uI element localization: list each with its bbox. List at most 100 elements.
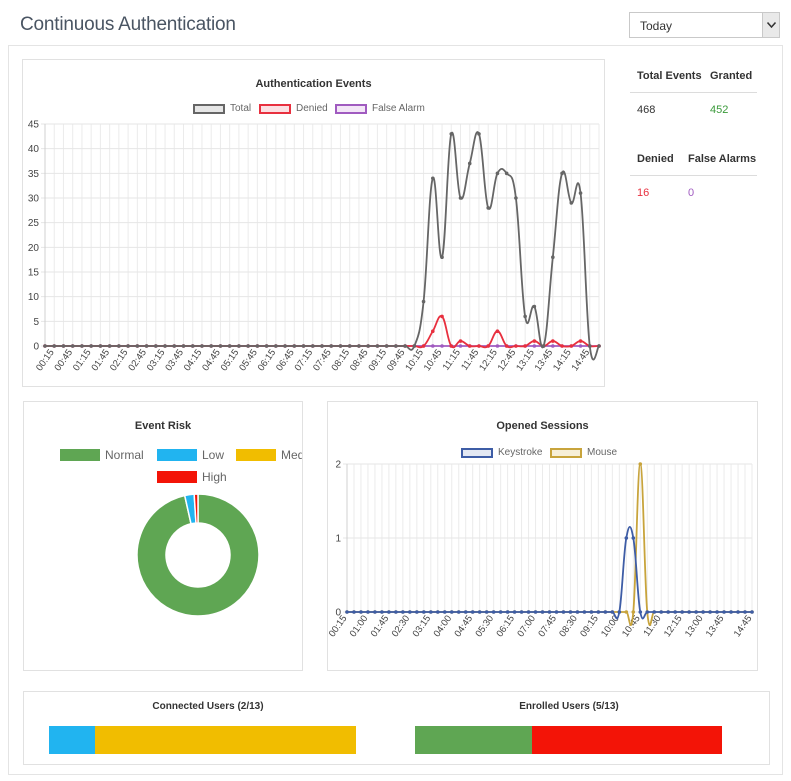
legend-high[interactable]: High	[157, 470, 227, 484]
legend-normal-label: Normal	[105, 448, 144, 462]
legend-total[interactable]: Total	[193, 103, 251, 114]
data-point	[715, 610, 719, 614]
data-point	[638, 610, 643, 614]
donut-slice-high	[193, 493, 199, 524]
data-point	[540, 610, 545, 614]
event-risk-title: Event Risk	[134, 420, 192, 432]
data-point	[227, 344, 232, 348]
data-point	[449, 610, 454, 614]
data-point	[666, 610, 671, 614]
data-point	[255, 344, 260, 348]
users-card: Connected Users (2/13) Enrolled Users (5…	[23, 691, 770, 765]
data-point	[431, 344, 435, 348]
y-tick-label: 0	[335, 608, 341, 619]
data-point	[486, 344, 491, 348]
sessions-x-tick-label: 02:30	[390, 613, 413, 639]
data-point	[551, 344, 555, 348]
auth-x-tick-label: 02:15	[108, 347, 131, 373]
data-point	[366, 610, 370, 614]
data-point	[70, 344, 75, 348]
data-point	[144, 344, 149, 348]
sessions-x-tick-label: 10:45	[620, 613, 643, 639]
sessions-x-tick-label: 07:00	[515, 613, 538, 639]
data-point	[107, 344, 112, 348]
denied-value: 16	[637, 187, 650, 199]
auth-x-tick-label: 07:45	[311, 347, 334, 373]
sessions-x-tick-label: 01:45	[369, 613, 392, 639]
data-point	[587, 344, 592, 348]
data-point	[209, 344, 213, 348]
data-point	[569, 201, 574, 205]
auth-x-tick-label: 09:15	[366, 347, 389, 373]
date-range-select[interactable]: Today	[629, 12, 780, 38]
connected-users-bar	[49, 726, 356, 754]
y-tick-label: 0	[33, 342, 39, 353]
data-point	[526, 610, 531, 614]
data-point	[200, 344, 204, 348]
y-tick-label: 30	[28, 194, 40, 205]
data-point	[484, 610, 489, 614]
legend-low[interactable]: Low	[157, 448, 224, 462]
data-point	[359, 610, 363, 614]
data-point	[431, 176, 435, 181]
data-point	[701, 610, 705, 614]
auth-x-tick-label: 10:45	[422, 347, 445, 373]
legend-false-alarm[interactable]: False Alarm	[335, 103, 425, 114]
auth-x-tick-label: 08:15	[330, 347, 353, 373]
legend-keystroke[interactable]: Keystroke	[461, 447, 542, 458]
data-point	[463, 610, 468, 614]
data-point	[89, 344, 93, 348]
legend-total-swatch	[193, 103, 225, 114]
total-events-label: Total Events	[637, 70, 702, 82]
data-point	[449, 344, 454, 348]
data-point	[52, 344, 57, 348]
data-point	[80, 344, 84, 348]
auth-events-title: Authentication Events	[255, 78, 372, 90]
y-tick-label: 5	[33, 317, 39, 328]
data-point	[412, 344, 417, 348]
opened-sessions-title: Opened Sessions	[496, 420, 589, 432]
data-point	[631, 536, 636, 540]
auth-x-tick-label: 14:15	[551, 347, 574, 373]
data-point	[357, 344, 361, 348]
page-title: Continuous Authentication	[20, 14, 236, 35]
data-point	[631, 610, 636, 614]
sessions-x-tick-label: 08:30	[557, 613, 580, 639]
sessions-x-tick-label: 13:45	[704, 613, 727, 639]
data-point	[117, 344, 121, 348]
legend-denied[interactable]: Denied	[259, 103, 328, 114]
sessions-x-tick-label: 04:00	[432, 613, 455, 639]
data-point	[470, 610, 475, 614]
legend-low-label: Low	[202, 448, 225, 462]
auth-events-card: Authentication Events Total Denied False…	[22, 59, 605, 387]
data-point	[440, 344, 444, 348]
chevron-down-icon[interactable]	[762, 13, 779, 37]
data-point	[523, 314, 527, 319]
data-point	[415, 610, 419, 614]
sessions-x-tick-label: 01:00	[348, 613, 371, 639]
data-point	[366, 344, 370, 348]
data-point	[532, 339, 537, 343]
y-tick-label: 40	[28, 144, 40, 155]
data-point	[467, 344, 472, 348]
data-point	[458, 339, 463, 343]
data-point	[190, 344, 195, 348]
data-point	[347, 344, 352, 348]
sessions-x-tick-label: 13:00	[683, 613, 706, 639]
data-point	[736, 610, 740, 614]
auth-x-tick-label: 04:45	[200, 347, 223, 373]
data-point	[98, 344, 103, 348]
legend-mouse[interactable]: Mouse	[550, 447, 617, 458]
auth-x-tick-label: 14:45	[570, 347, 593, 373]
data-point	[486, 206, 491, 210]
data-point	[582, 610, 587, 614]
legend-normal[interactable]: Normal	[60, 448, 144, 462]
data-point	[624, 536, 629, 540]
y-tick-label: 35	[28, 169, 40, 180]
data-point	[729, 610, 733, 614]
data-point	[597, 344, 601, 348]
data-point	[578, 191, 583, 195]
auth-events-chart: 05101520253035404500:1500:4501:1501:4502…	[28, 120, 601, 373]
data-point	[578, 344, 583, 348]
legend-med[interactable]: Med	[236, 448, 302, 462]
